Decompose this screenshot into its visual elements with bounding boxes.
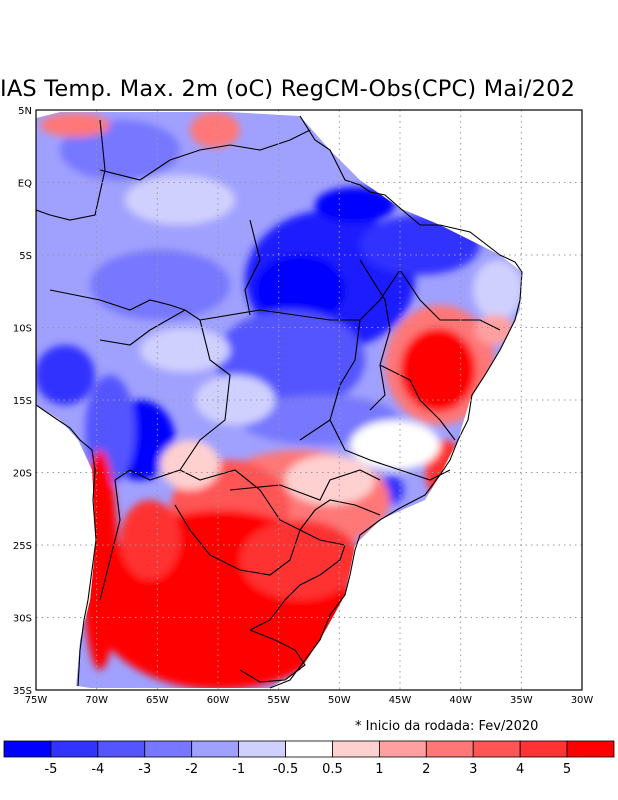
x-tick-label: 35W [510, 695, 533, 706]
legend-labels: -5 -4 -3 -2 -1 -0.5 0.5 1 2 3 4 5 [44, 762, 571, 777]
y-axis-ticks: 5N EQ 5S 10S 15S 20S 25S 30S 35S [13, 106, 32, 697]
border-argentina-north [99, 479, 121, 601]
x-tick-label: 40W [449, 695, 472, 706]
x-tick-label: 50W [328, 695, 351, 706]
legend-label: -1 [232, 762, 245, 777]
border-minas [329, 419, 451, 481]
legend-label: 5 [563, 762, 571, 777]
legend-label: 4 [516, 762, 524, 777]
legend-swatch [332, 740, 380, 758]
border-colombia [36, 119, 106, 221]
legend-swatch [425, 740, 474, 758]
legend-label: -0.5 [273, 762, 298, 777]
legend-label: -5 [44, 762, 57, 777]
pacific-mask [36, 405, 96, 690]
region-acre-cold [90, 250, 230, 320]
legend-swatch [378, 740, 427, 758]
x-tick-label: 55W [267, 695, 290, 706]
region-venezuela-warm [40, 113, 110, 137]
legend-label: 3 [469, 762, 477, 777]
region-guyana-warm [190, 112, 240, 148]
legend-swatch [97, 740, 146, 758]
x-tick-label: 70W [85, 695, 108, 706]
region-northeast-warm [400, 328, 476, 412]
y-tick-label: 20S [13, 469, 32, 480]
border-state-4 [399, 269, 501, 331]
y-tick-label: 5N [18, 106, 32, 117]
border-mato-grosso [199, 269, 401, 321]
legend-swatch [472, 740, 521, 758]
region-chaco-light [160, 440, 220, 490]
legend-label: -3 [138, 762, 151, 777]
region-amapa-cold [315, 187, 395, 223]
y-tick-label: EQ [18, 179, 32, 190]
legend-swatch [566, 740, 615, 758]
andes-coast [36, 404, 97, 687]
y-tick-label: 5S [19, 251, 32, 262]
y-tick-label: 10S [13, 324, 32, 335]
legend-label: 0.5 [322, 762, 343, 777]
border-sao-paulo [299, 499, 381, 531]
map-frame [35, 109, 583, 691]
border-state-2 [299, 319, 361, 441]
legend-swatch [191, 740, 240, 758]
legend-label: -4 [91, 762, 104, 777]
legend-label: 1 [375, 762, 383, 777]
x-tick-label: 45W [389, 695, 412, 706]
x-tick-label: 75W [25, 695, 48, 706]
y-tick-label: 35S [13, 686, 32, 697]
region-peru-cold [36, 345, 95, 405]
legend-swatch [238, 740, 286, 758]
y-tick-label: 30S [13, 614, 32, 625]
border-argentina-brazil [249, 529, 346, 631]
x-tick-label: 65W [146, 695, 169, 706]
border-bolivia [99, 309, 231, 481]
legend-swatch [144, 740, 193, 758]
legend-boxes [3, 740, 615, 758]
legend-swatch [50, 740, 99, 758]
border-north [99, 129, 311, 181]
map-title: IAS Temp. Max. 2m (oC) RegCM-Obs(CPC) Ma… [0, 76, 576, 102]
border-south-states [229, 469, 381, 501]
region-roraima-light [125, 175, 235, 225]
legend-label: 2 [422, 762, 430, 777]
borders [36, 115, 523, 689]
color-legend: -5 -4 -3 -2 -1 -0.5 0.5 1 2 3 4 5 [3, 740, 615, 777]
legend-swatch [519, 740, 568, 758]
coastline [269, 115, 523, 689]
border-peru-brazil [49, 289, 186, 311]
legend-label: -2 [185, 762, 198, 777]
border-uruguay [239, 629, 306, 683]
border-state-1 [244, 219, 261, 316]
x-tick-label: 60W [207, 695, 230, 706]
region-chaco-warm [120, 500, 180, 580]
legend-swatch [285, 740, 333, 758]
region-rn-light [473, 260, 523, 320]
y-tick-label: 25S [13, 541, 32, 552]
run-start-note: * Inicio da rodada: Fev/2020 [355, 719, 539, 734]
border-state-3 [359, 259, 391, 411]
x-axis-ticks: 75W 70W 65W 60W 55W 50W 45W 40W 35W 30W [25, 695, 594, 706]
x-tick-label: 30W [571, 695, 594, 706]
y-tick-label: 15S [13, 396, 32, 407]
region-parana-warm [240, 520, 360, 600]
legend-swatch [3, 740, 52, 758]
region-rondonia-light [140, 328, 230, 372]
region-amazon-deep-cold [255, 255, 345, 325]
region-minas-white [350, 420, 440, 470]
